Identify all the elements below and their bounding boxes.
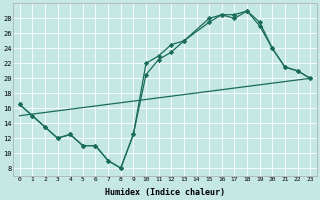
- X-axis label: Humidex (Indice chaleur): Humidex (Indice chaleur): [105, 188, 225, 197]
